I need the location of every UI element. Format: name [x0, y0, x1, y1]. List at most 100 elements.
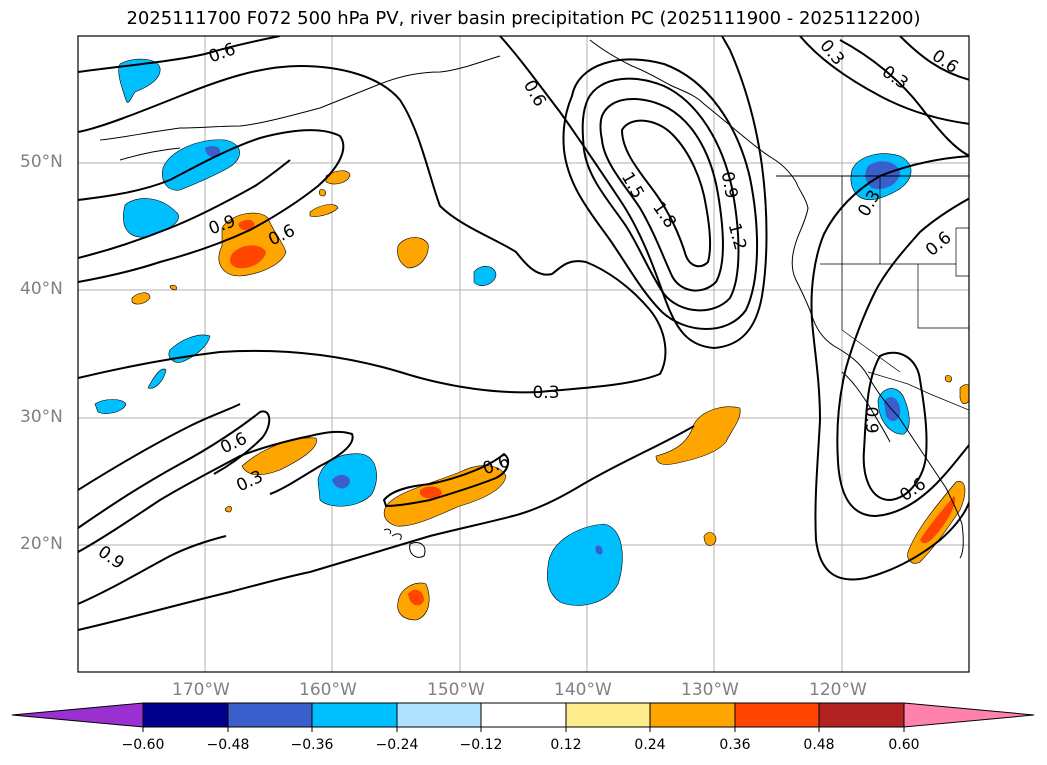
- colorbar-segment: [734, 702, 820, 728]
- colorbar-tick-label: 0.60: [888, 737, 920, 753]
- pv-contour-south-3: [78, 430, 354, 553]
- pv-contours: [78, 36, 969, 631]
- pv-contour-0.3-main: [78, 64, 667, 394]
- contour-label: 0.9: [94, 542, 128, 574]
- colorbar-extend-high: [903, 702, 1035, 728]
- pv-contour-0.6-west: [78, 129, 345, 283]
- precip-patch-positive: [241, 437, 317, 476]
- pv-contour-south-2: [78, 403, 241, 491]
- precip-patch-negative: [332, 474, 350, 489]
- contour-label: 0.3: [532, 383, 559, 403]
- precip-patch-positive: [944, 375, 952, 383]
- precip-patch-negative: [473, 265, 497, 286]
- colorbar-segment: [565, 702, 651, 728]
- lon-tick-label: 160°W: [299, 680, 357, 700]
- colorbar-extend-low: [11, 702, 144, 728]
- precip-patch-positive: [169, 284, 177, 291]
- border-states: [820, 176, 969, 373]
- lon-tick-label: 150°W: [427, 680, 485, 700]
- border-us-mexico: [867, 371, 969, 411]
- pv-contour-0.6-hawaii: [382, 452, 510, 508]
- contour-label: 0.9: [717, 170, 741, 200]
- colorbar-tick-label: 0.12: [550, 737, 582, 753]
- precip-patch-negative: [118, 58, 161, 103]
- precip-patch-positive: [238, 219, 255, 231]
- colorbar-segment: [142, 702, 229, 728]
- colorbar-segment: [396, 702, 482, 728]
- precip-patch-negative: [205, 146, 221, 158]
- pv-contour-south-1: [78, 410, 271, 529]
- precip-patch-positive: [224, 506, 232, 513]
- contour-label: 0.6: [928, 46, 962, 78]
- colorbar-tick-label: −0.60: [121, 737, 165, 753]
- precip-patch-positive: [309, 204, 339, 217]
- coastline-islands: [99, 55, 501, 161]
- contour-label: 1.2: [724, 221, 750, 252]
- contour-label: 0.6: [922, 228, 956, 261]
- lon-tick-label: 120°W: [809, 680, 867, 700]
- colorbar-segment: [227, 702, 313, 728]
- pv-contour-0.9-south: [78, 535, 227, 605]
- precip-patch-positive: [920, 496, 956, 544]
- colorbar-segment: [649, 702, 736, 728]
- pv-contour-far-south: [78, 425, 695, 631]
- precip-patch-negative: [94, 399, 127, 414]
- precip-patch-positive: [318, 189, 326, 197]
- contour-label: 1.5: [617, 169, 648, 202]
- precip-patch-negative: [162, 139, 240, 191]
- lon-tick-label: 140°W: [554, 680, 612, 700]
- coastlines: [99, 39, 969, 559]
- colorbar-tick-label: 0.48: [803, 737, 835, 753]
- precip-patch-positive: [397, 237, 429, 269]
- precip-patch-negative: [595, 545, 603, 555]
- contour-label: 0.6: [206, 39, 238, 67]
- contour-label: 0.9: [861, 406, 881, 433]
- precip-patch-negative: [123, 198, 179, 238]
- pv-contour-east-outer: [810, 155, 969, 581]
- map-frame: [77, 35, 970, 673]
- colorbar-tick-label: 0.36: [719, 737, 751, 753]
- contour-label: 0.6: [896, 474, 930, 506]
- pv-contour-east-0.9: [862, 351, 928, 502]
- colorbar-tick-label: −0.36: [290, 737, 334, 753]
- pv-contour-ne-0.3: [799, 36, 969, 125]
- colorbar-tick-label: −0.24: [375, 737, 419, 753]
- precip-patch-positive: [230, 245, 266, 269]
- pv-contour-east-0.3: [839, 39, 969, 157]
- precip-patch-negative: [547, 523, 623, 606]
- colorbar-tick-label: 0.24: [634, 737, 666, 753]
- colorbar-segment: [311, 702, 398, 728]
- lat-tick-label: 20°N: [20, 534, 63, 554]
- contour-label: 0.6: [480, 451, 512, 479]
- precip-patch-positive: [325, 170, 351, 185]
- lat-tick-label: 50°N: [20, 152, 63, 172]
- colorbar-tick-label: −0.12: [459, 737, 503, 753]
- precip-patch-negative: [147, 368, 167, 389]
- coastline-alaska: [589, 39, 964, 559]
- colorbar-segment: [818, 702, 905, 728]
- precip-patch-positive: [703, 532, 717, 546]
- pv-contour-1.5: [599, 98, 724, 292]
- pv-contour-ne-0.6: [899, 36, 969, 81]
- hawaii-islands: [383, 528, 426, 558]
- pv-contour-1.2: [581, 77, 740, 312]
- pv-contour-1.8: [620, 119, 712, 268]
- pv-contour-0.6-mid: [78, 36, 768, 350]
- pv-contour-east-0.6: [836, 197, 969, 518]
- lat-tick-label: 30°N: [20, 407, 63, 427]
- precip-patch-positive: [131, 292, 151, 305]
- colorbar-segment: [480, 702, 567, 728]
- precip-patch-positive: [655, 406, 741, 465]
- map-title: 2025111700 F072 500 hPa PV, river basin …: [126, 8, 921, 29]
- precip-shading: [94, 58, 969, 621]
- lon-tick-label: 170°W: [172, 680, 230, 700]
- lon-tick-label: 130°W: [681, 680, 739, 700]
- pv-contour-0.9-west: [78, 159, 291, 259]
- pv-contour-labels: 0.6 0.6 0.6 0.6 0.6 0.6 0.6 0.9 0.9 0.9 …: [94, 36, 962, 574]
- precip-patch-positive: [959, 384, 969, 405]
- contour-label: 0.6: [519, 77, 550, 110]
- colorbar-tick-label: −0.48: [206, 737, 250, 753]
- lat-tick-label: 40°N: [20, 279, 63, 299]
- colorbar: [11, 702, 1035, 732]
